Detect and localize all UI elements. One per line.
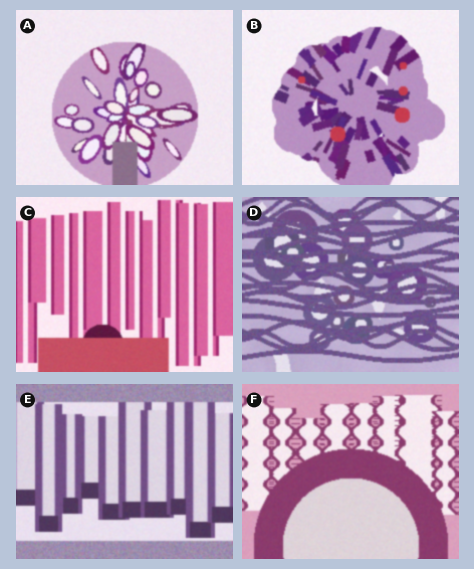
Text: E: E — [24, 395, 31, 405]
Text: C: C — [24, 208, 32, 218]
Text: F: F — [250, 395, 258, 405]
Text: A: A — [23, 21, 32, 31]
Text: B: B — [250, 21, 258, 31]
Text: D: D — [249, 208, 259, 218]
